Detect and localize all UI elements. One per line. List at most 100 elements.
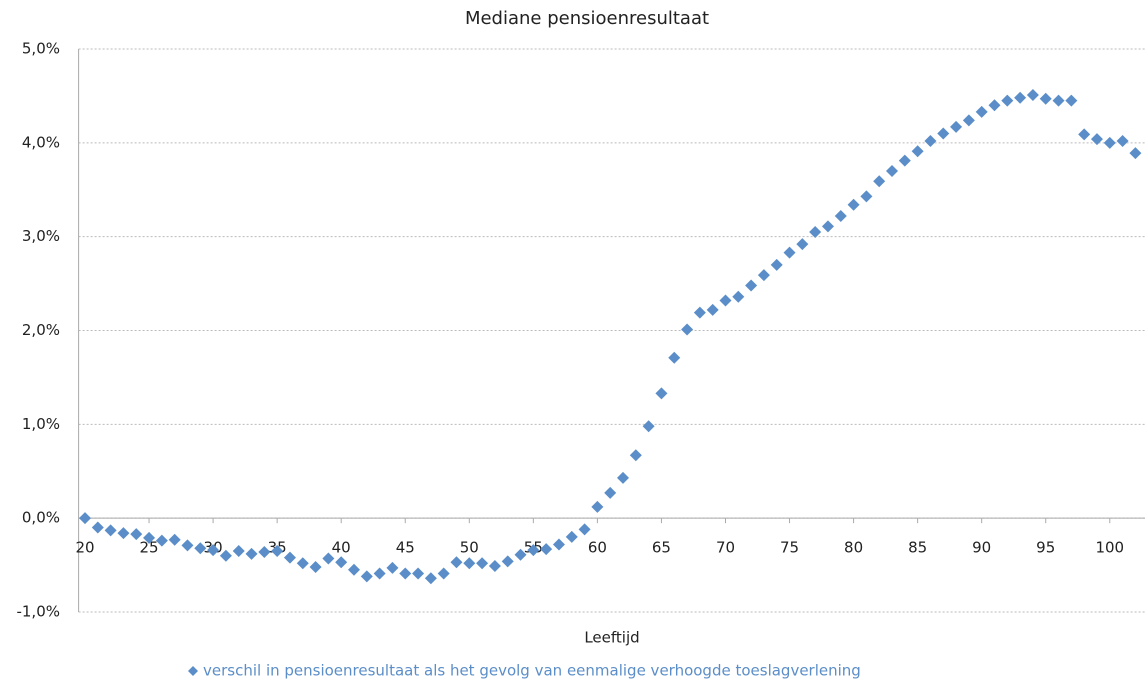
x-tick-label: 20 (75, 539, 94, 557)
point (757, 269, 770, 282)
point (104, 524, 117, 537)
y-tick-label: 4,0% (22, 133, 60, 151)
x-tick-label: 75 (780, 539, 799, 557)
point (322, 552, 335, 565)
point (514, 548, 527, 561)
point (796, 238, 809, 251)
point (194, 542, 207, 555)
legend-marker (188, 666, 198, 676)
x-tick-label: 65 (652, 539, 671, 557)
point (834, 210, 847, 223)
x-tick-label: 100 (1095, 539, 1124, 557)
point (309, 560, 322, 573)
point (360, 570, 373, 583)
point (617, 471, 630, 484)
point (1129, 147, 1142, 160)
point (501, 555, 514, 568)
point (245, 547, 258, 560)
y-tick-label: 0,0% (22, 509, 60, 527)
point (693, 306, 706, 319)
point (488, 560, 501, 573)
point (1116, 134, 1129, 147)
point (745, 279, 758, 292)
point (1103, 136, 1116, 149)
point (604, 486, 617, 499)
point (873, 175, 886, 188)
point (642, 420, 655, 433)
point (1026, 88, 1039, 101)
point (821, 220, 834, 233)
point (399, 567, 412, 580)
y-tick-label: 5,0% (22, 40, 60, 58)
point (629, 449, 642, 462)
legend-label: verschil in pensioenresultaat als het ge… (203, 662, 861, 680)
point (809, 225, 822, 238)
point (386, 561, 399, 574)
point (847, 198, 860, 211)
point (1014, 91, 1027, 104)
y-tick-label: 1,0% (22, 415, 60, 433)
point (1001, 94, 1014, 107)
point (706, 303, 719, 316)
point (155, 534, 168, 547)
point (860, 190, 873, 203)
point (143, 531, 156, 544)
x-tick-label: 25 (140, 539, 159, 557)
point (975, 105, 988, 118)
point (424, 572, 437, 585)
point (207, 544, 220, 557)
point (450, 556, 463, 569)
point (552, 538, 565, 551)
point (412, 567, 425, 580)
x-tick-label: 80 (844, 539, 863, 557)
point (130, 528, 143, 541)
x-tick-label: 90 (972, 539, 991, 557)
point (911, 145, 924, 158)
x-axis-label: Leeftijd (584, 629, 639, 647)
point (476, 557, 489, 570)
x-tick-label: 40 (332, 539, 351, 557)
y-tick-label: 2,0% (22, 321, 60, 339)
point (886, 164, 899, 177)
point (219, 549, 232, 562)
point (770, 258, 783, 271)
point (463, 557, 476, 570)
point (655, 387, 668, 400)
x-tick-label: 60 (588, 539, 607, 557)
point (578, 523, 591, 536)
point (950, 120, 963, 133)
point (1065, 94, 1078, 107)
point (527, 544, 540, 557)
point (437, 567, 450, 580)
y-tick-label: 3,0% (22, 227, 60, 245)
point (937, 127, 950, 140)
point (271, 545, 284, 558)
point (924, 134, 937, 147)
x-tick-label: 95 (1036, 539, 1055, 557)
point (898, 154, 911, 167)
point (783, 246, 796, 259)
point (719, 294, 732, 307)
x-tick-label: 70 (716, 539, 735, 557)
point (540, 543, 553, 556)
x-tick-label: 45 (396, 539, 415, 557)
point (168, 533, 181, 546)
point (565, 530, 578, 543)
x-tick-label: 50 (460, 539, 479, 557)
point (232, 545, 245, 558)
point (79, 512, 92, 525)
point (668, 351, 681, 364)
point (181, 539, 194, 552)
point (117, 527, 130, 540)
point (1090, 133, 1103, 146)
point (591, 500, 604, 513)
point (283, 551, 296, 564)
point (988, 99, 1001, 112)
point (335, 556, 348, 569)
point (681, 323, 694, 336)
point (1039, 92, 1052, 105)
point (1052, 94, 1065, 107)
point (258, 545, 271, 558)
